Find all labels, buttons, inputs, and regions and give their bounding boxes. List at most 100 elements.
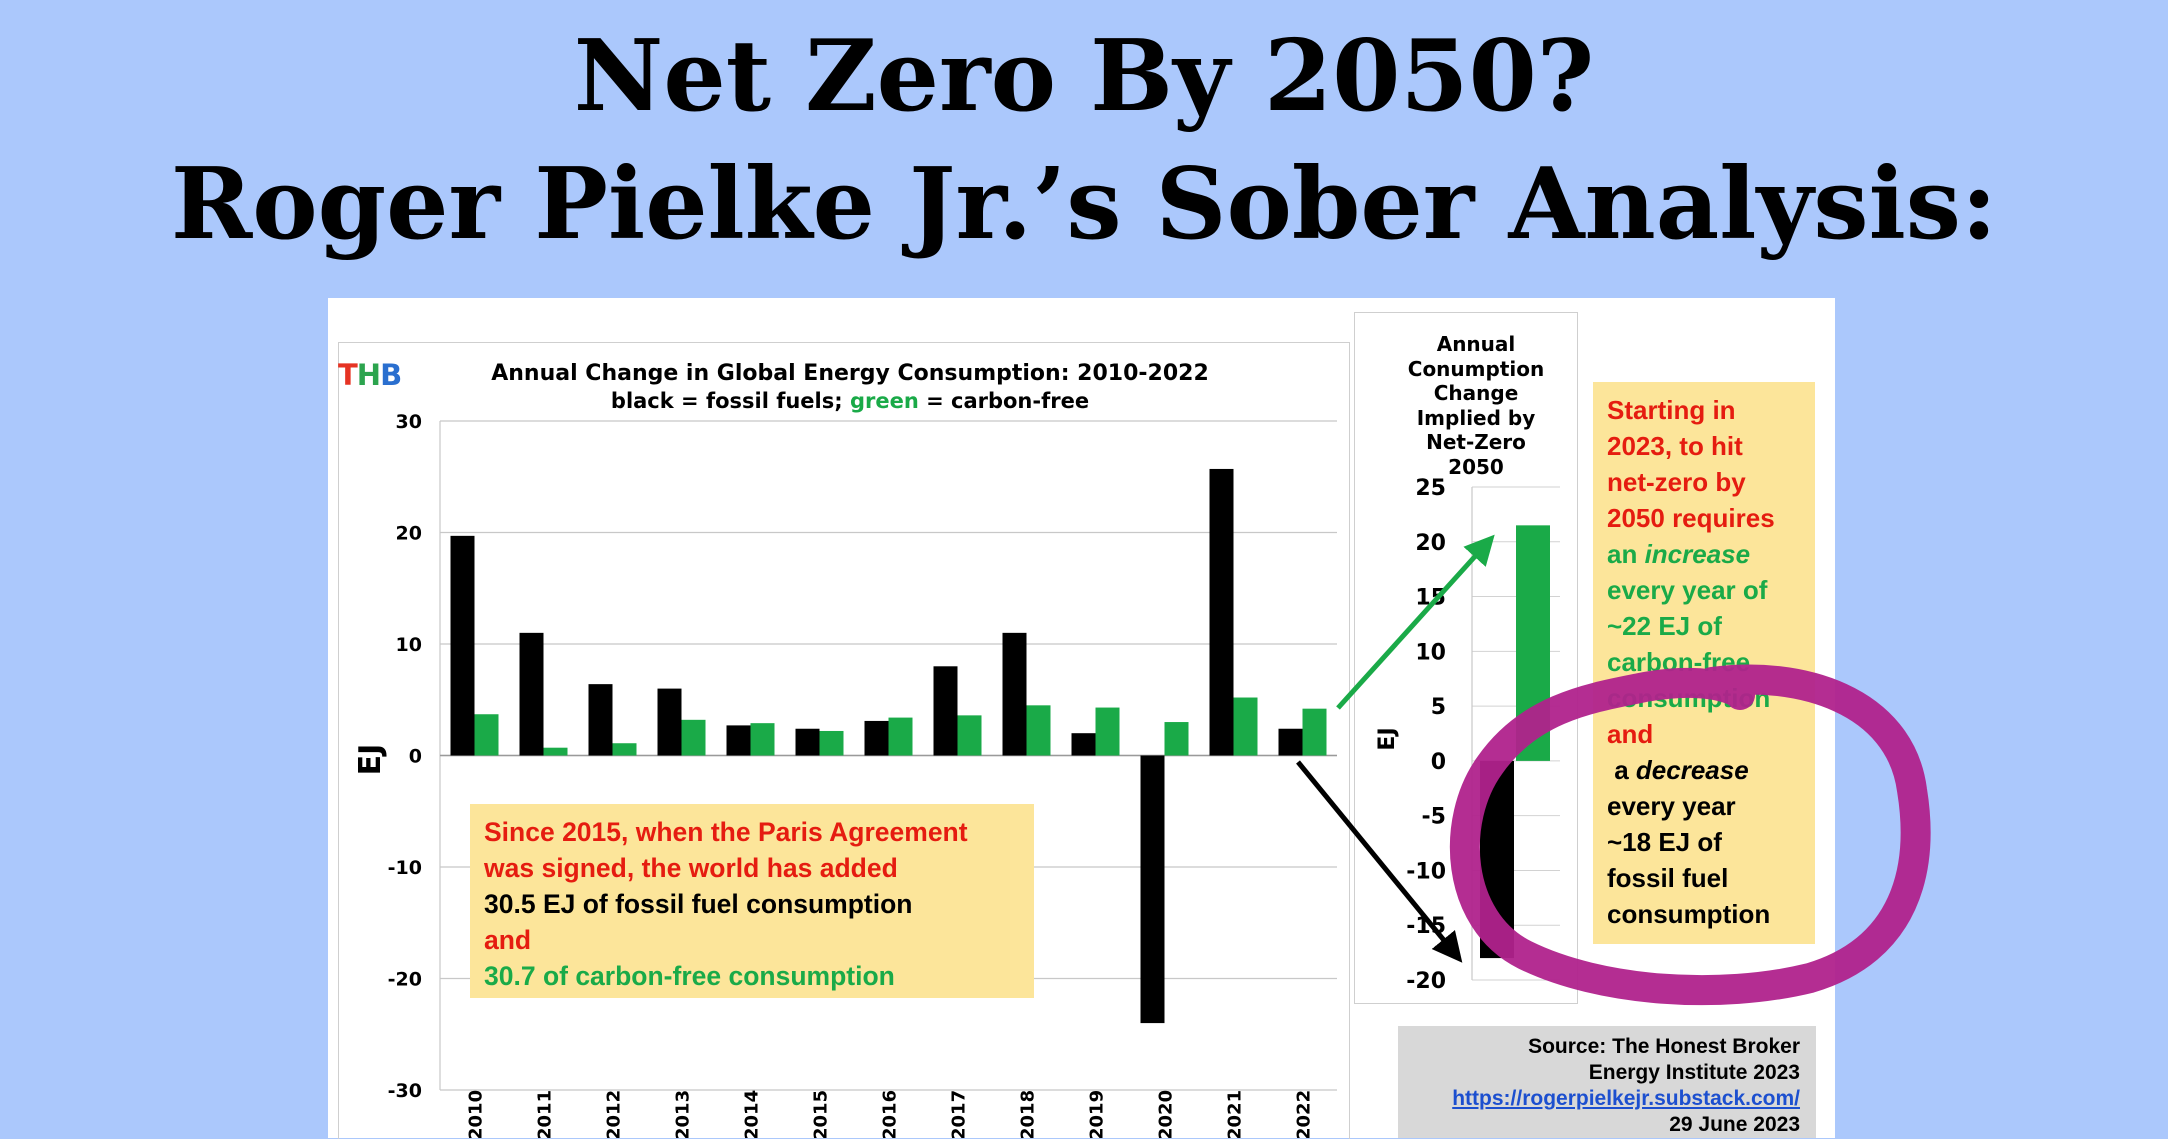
net-note-line: every year	[1607, 791, 1736, 821]
paris-note-line: Since 2015, when the Paris Agreement	[484, 817, 968, 847]
carbon-free-bar	[474, 714, 499, 756]
green-arrow	[1336, 534, 1495, 710]
net-note-fragment: an	[1607, 539, 1645, 569]
carbon-free-bar	[1095, 707, 1120, 756]
carbon-free-bar	[819, 730, 844, 756]
y-tick-label: -20	[388, 969, 422, 991]
x-tick-label: 2018	[1018, 1090, 1039, 1138]
logo-letter-b: B	[380, 358, 402, 392]
fossil-bar	[1278, 728, 1303, 756]
x-tick-label: 2015	[811, 1090, 832, 1138]
y-tick-label: 0	[409, 746, 422, 768]
thb-logo: THB	[338, 358, 402, 392]
net-note-emphasis: increase	[1644, 539, 1751, 569]
net-note-emphasis: decrease	[1635, 755, 1749, 785]
side-title-line: Net-Zero	[1426, 430, 1526, 454]
side-title-line: Implied by	[1416, 405, 1536, 430]
x-tick-label: 2022	[1294, 1090, 1315, 1138]
y-tick-label: 10	[1415, 640, 1446, 665]
net-note-line: an increase	[1607, 536, 1815, 572]
y-tick-label: 5	[1431, 695, 1446, 720]
slide-title-line-2: Roger Pielke Jr.’s Sober Analysis:	[170, 147, 1998, 262]
side-title-line: Change	[1433, 381, 1519, 405]
paris-note-line: and	[484, 925, 532, 955]
net-note-line: ~18 EJ of	[1607, 827, 1722, 857]
x-tick-label: 2012	[604, 1090, 625, 1138]
fossil-bar	[1002, 632, 1027, 756]
net-note-line: a decrease	[1607, 752, 1815, 788]
x-tick-label: 2011	[535, 1090, 556, 1138]
fossil-bar	[657, 688, 682, 756]
figure-panel	[328, 298, 1835, 1138]
y-tick-label: -10	[1406, 859, 1446, 884]
side-title-line: Annual	[1436, 332, 1516, 356]
net-note-line: net-zero by	[1607, 467, 1746, 497]
fossil-bar	[864, 720, 889, 756]
paris-note-line: 30.7 of carbon-free consumption	[484, 961, 895, 991]
y-tick-label: 10	[396, 634, 422, 656]
y-tick-label: 30	[396, 411, 422, 433]
main-chart-subtitle: black = fossil fuels; green = carbon-fre…	[440, 387, 1260, 415]
x-tick-label: 2017	[949, 1090, 970, 1138]
net-note-fragment: a	[1607, 755, 1636, 785]
carbon-free-bar	[1302, 708, 1327, 756]
y-tick-label: -10	[388, 857, 422, 879]
paris-note-line: 30.5 EJ of fossil fuel consumption	[484, 889, 913, 919]
net-note-line: 2050 requires	[1607, 503, 1775, 533]
carbon-free-bar	[957, 715, 982, 756]
source-box: Source: The Honest Broker Energy Institu…	[1398, 1026, 1816, 1138]
fossil-bar	[726, 725, 751, 756]
source-date: 29 June 2023	[1669, 1113, 1800, 1136]
subtitle-part-a: black = fossil fuels;	[610, 389, 850, 413]
y-tick-label: -30	[388, 1080, 422, 1102]
subtitle-green-word: green	[849, 389, 919, 413]
carbon-free-bar	[888, 717, 913, 756]
net-note-line: fossil fuel	[1607, 863, 1729, 893]
logo-letter-h: H	[356, 358, 381, 392]
highlight-circle	[1450, 664, 1931, 1006]
main-chart-frame	[338, 342, 1350, 1139]
fossil-bar	[588, 684, 613, 756]
slide-title-line-1: Net Zero By 2050?	[573, 19, 1595, 134]
side-title-line: Conumption	[1407, 356, 1545, 381]
side-chart-frame	[1354, 312, 1578, 1004]
net-note-line: and	[1607, 719, 1654, 749]
main-chart-title: Annual Change in Global Energy Consumpti…	[491, 361, 1209, 386]
source-link[interactable]: https://rogerpielkejr.substack.com/	[1452, 1087, 1800, 1110]
fossil-bar	[1209, 468, 1234, 756]
source-line: Energy Institute 2023	[1588, 1061, 1800, 1084]
fossil-bar	[795, 728, 820, 756]
source-line: Source: The Honest Broker	[1528, 1035, 1800, 1058]
net-note-line: Starting in	[1607, 395, 1736, 425]
y-axis-label: EJ	[1375, 727, 1400, 750]
net-zero-note: Starting in 2023, to hit net-zero by 205…	[1593, 382, 1815, 944]
y-tick-label: 20	[396, 523, 422, 545]
carbon-free-bar	[1026, 705, 1051, 756]
x-tick-label: 2010	[466, 1090, 487, 1138]
subtitle-part-b: = carbon-free	[918, 389, 1090, 413]
carbon-free-bar	[1164, 722, 1189, 756]
carbon-free-bar	[1233, 697, 1258, 756]
fossil-bar	[933, 666, 958, 756]
carbon-free-bar	[681, 719, 706, 756]
side-chart-title: Annual Conumption Change Implied by Net-…	[1356, 332, 1596, 479]
y-tick-label: 20	[1415, 531, 1446, 556]
net-note-line: every year of	[1607, 575, 1768, 605]
x-tick-label: 2019	[1087, 1090, 1108, 1138]
y-tick-label: 0	[1431, 750, 1446, 775]
y-tick-label: -5	[1422, 805, 1446, 830]
fossil-bar	[519, 632, 544, 756]
black-arrow	[1296, 760, 1463, 963]
net-note-line: ~22 EJ of	[1607, 611, 1722, 641]
x-tick-label: 2014	[742, 1090, 763, 1138]
y-axis-label: EJ	[353, 744, 388, 776]
paris-agreement-note: Since 2015, when the Paris Agreement was…	[470, 804, 1034, 998]
logo-letter-t: T	[338, 358, 358, 392]
carbon-free-bar	[750, 723, 775, 756]
x-tick-label: 2016	[880, 1090, 901, 1138]
net-note-line: 2023, to hit	[1607, 431, 1743, 461]
paris-note-line: was signed, the world has added	[484, 853, 898, 883]
x-tick-label: 2021	[1225, 1090, 1246, 1138]
